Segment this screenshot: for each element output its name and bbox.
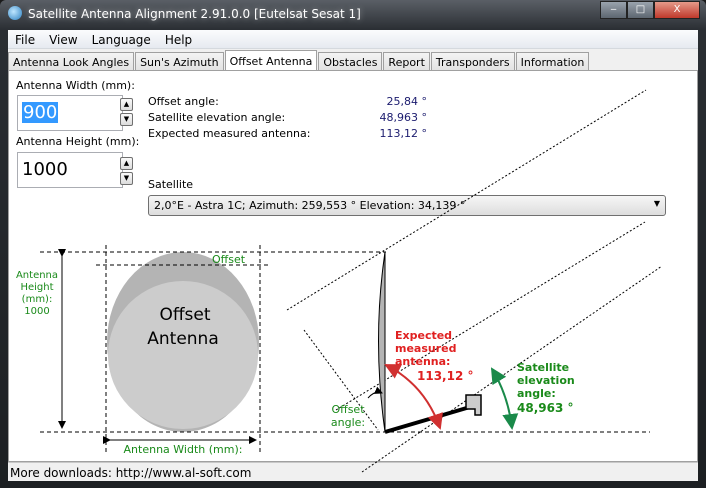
antenna-width-label: Antenna Width (mm): bbox=[16, 79, 135, 92]
satellite-label: Satellite bbox=[148, 178, 194, 191]
elevation-text: Satellite elevation angle: 48,963 ° bbox=[517, 361, 575, 415]
close-button[interactable]: X bbox=[654, 1, 700, 19]
antenna-height-value: 1000 bbox=[22, 159, 68, 180]
svg-text:Offset: Offset bbox=[331, 403, 365, 416]
svg-text:Antenna: Antenna bbox=[147, 329, 219, 349]
guide-lines bbox=[40, 245, 650, 452]
app-globe-icon bbox=[8, 6, 22, 20]
svg-text:Offset: Offset bbox=[159, 305, 210, 325]
svg-text:Satellite: Satellite bbox=[517, 361, 569, 374]
satellite-dropdown[interactable]: 2,0°E - Astra 1C; Azimuth: 259,553 ° Ele… bbox=[148, 195, 666, 216]
height-spin-down[interactable]: ▼ bbox=[120, 172, 133, 185]
menu-bar: File View Language Help bbox=[8, 30, 698, 49]
chevron-down-icon: ▼ bbox=[653, 199, 660, 208]
lnb-arm bbox=[384, 405, 471, 434]
window-title: Satellite Antenna Alignment 2.91.0.0 [Eu… bbox=[28, 7, 361, 21]
dish-text: Offset Antenna bbox=[147, 305, 219, 349]
height-spin-up[interactable]: ▲ bbox=[120, 157, 133, 170]
menu-help[interactable]: Help bbox=[164, 33, 193, 47]
width-text: Antenna Width (mm): bbox=[124, 443, 243, 456]
offset-angle-label: Offset angle: bbox=[148, 95, 219, 108]
tab-offset-antenna[interactable]: Offset Antenna bbox=[224, 50, 318, 71]
svg-text:measured: measured bbox=[395, 342, 456, 355]
width-spin-down[interactable]: ▼ bbox=[120, 113, 133, 126]
antenna-height-label: Antenna Height (mm): bbox=[16, 135, 140, 148]
width-spin-up[interactable]: ▲ bbox=[120, 98, 133, 111]
elevation-angle-arc bbox=[490, 367, 519, 430]
satellite-selected: 2,0°E - Astra 1C; Azimuth: 259,553 ° Ele… bbox=[154, 199, 466, 212]
tab-suns-azimuth[interactable]: Sun's Azimuth bbox=[135, 52, 224, 71]
expected-measured-value: 113,12 ° bbox=[379, 127, 428, 140]
tab-bar: Antenna Look Angles Sun's Azimuth Offset… bbox=[8, 50, 590, 71]
maximize-button[interactable]: □ bbox=[627, 1, 654, 19]
status-bar: More downloads: http://www.al-soft.com bbox=[8, 462, 698, 481]
tab-information[interactable]: Information bbox=[515, 52, 590, 71]
expected-text: Expected measured antenna: 113,12 ° bbox=[395, 329, 473, 383]
dish-front-view bbox=[107, 252, 259, 432]
elevation-angle-value: 48,963 ° bbox=[379, 111, 428, 124]
menu-view[interactable]: View bbox=[49, 33, 78, 47]
antenna-width-input[interactable]: 900 bbox=[17, 95, 123, 131]
svg-text:antenna:: antenna: bbox=[395, 355, 450, 368]
svg-text:48,963 °: 48,963 ° bbox=[517, 401, 573, 415]
menu-file[interactable]: File bbox=[15, 33, 36, 47]
expected-measured-label: Expected measured antenna: bbox=[148, 127, 311, 140]
height-text: Antenna Height (mm): 1000 bbox=[16, 270, 58, 317]
offset-angle-value: 25,84 ° bbox=[386, 95, 428, 108]
tab-antenna-look-angles[interactable]: Antenna Look Angles bbox=[8, 52, 135, 71]
svg-text:angle:: angle: bbox=[331, 416, 365, 429]
offset-angle-arc bbox=[367, 386, 383, 399]
dish-side-view bbox=[378, 251, 386, 433]
tab-obstacles[interactable]: Obstacles bbox=[318, 52, 383, 71]
tab-report[interactable]: Report bbox=[383, 52, 430, 71]
elevation-angle-label: Satellite elevation angle: bbox=[148, 111, 286, 124]
menu-language[interactable]: Language bbox=[91, 33, 151, 47]
svg-text:elevation: elevation bbox=[517, 374, 575, 387]
svg-text:113,12 °: 113,12 ° bbox=[417, 369, 473, 383]
expected-angle-arc bbox=[384, 364, 443, 430]
svg-text:Expected: Expected bbox=[395, 329, 452, 342]
minimize-button[interactable]: ‒ bbox=[600, 1, 627, 19]
antenna-width-value: 900 bbox=[22, 102, 59, 123]
tab-transponders[interactable]: Transponders bbox=[430, 52, 515, 71]
offset-angle-text: Offset angle: bbox=[331, 403, 365, 429]
svg-text:Height: Height bbox=[20, 282, 53, 293]
svg-text:1000: 1000 bbox=[24, 306, 49, 317]
antenna-height-input[interactable]: 1000 bbox=[17, 152, 123, 188]
svg-text:(mm):: (mm): bbox=[22, 294, 53, 305]
lnb-feed bbox=[465, 394, 482, 416]
svg-text:Antenna: Antenna bbox=[16, 270, 58, 281]
offset-text: Offset bbox=[212, 253, 246, 266]
svg-text:angle:: angle: bbox=[517, 387, 556, 400]
